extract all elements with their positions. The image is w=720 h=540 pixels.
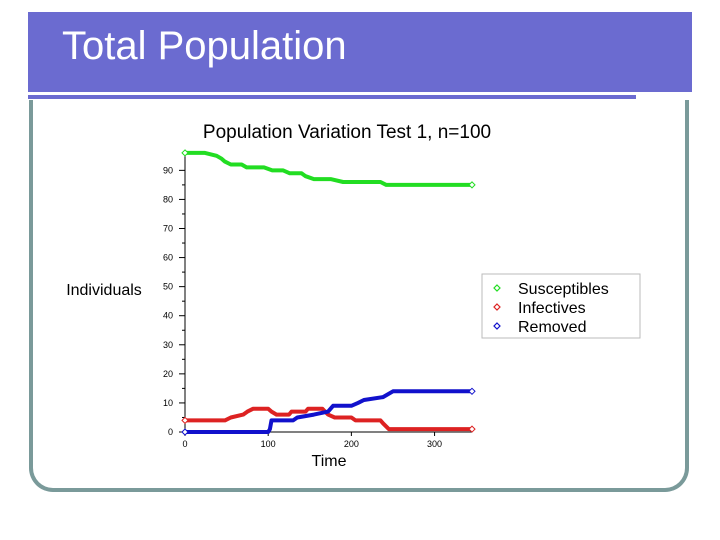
series-marker: [181, 416, 189, 425]
legend-label-infectives: Infectives: [518, 300, 586, 317]
y-tick-label: 10: [163, 398, 173, 408]
series-line-infectives: [183, 406, 474, 432]
x-tick-label: 200: [344, 439, 359, 449]
series-marker: [181, 428, 189, 436]
content-frame: [29, 100, 689, 492]
x-tick-label: 0: [182, 439, 187, 449]
legend-label-susceptibles: Susceptibles: [518, 281, 609, 298]
x-tick-label: 100: [261, 439, 276, 449]
legend-marker-susceptibles: [493, 284, 501, 292]
y-tick-label: 60: [163, 253, 173, 263]
y-tick-label: 90: [163, 165, 173, 175]
series-marker: [468, 181, 476, 189]
series-marker: [468, 425, 476, 433]
legend: Susceptibles Infectives Removed: [481, 273, 641, 339]
y-tick-label: 40: [163, 311, 173, 321]
y-tick-label: 70: [163, 223, 173, 233]
series-layer: [181, 149, 476, 436]
legend-label-removed: Removed: [518, 319, 586, 336]
series-line-removed: [183, 389, 474, 434]
legend-marker-removed: [493, 322, 501, 330]
title-bar: [28, 12, 692, 92]
series-marker: [468, 387, 476, 396]
legend-box: [481, 273, 641, 339]
series-marker: [181, 149, 189, 157]
x-axis-label: Time: [312, 453, 347, 470]
series-line-susceptibles: [183, 150, 474, 187]
y-tick-label: 50: [163, 282, 173, 292]
y-axis-label: Individuals: [66, 282, 142, 299]
slide-title: Total Population: [62, 24, 347, 68]
chart-title: Population Variation Test 1, n=100: [203, 122, 491, 143]
y-tick-label: 80: [163, 194, 173, 204]
y-tick-label: 30: [163, 340, 173, 350]
axes: 0 10 20 30 40 50 60 70 80 90 0 100 200 300: [163, 150, 472, 449]
y-tick-label: 20: [163, 369, 173, 379]
legend-marker-infectives: [493, 303, 501, 311]
x-tick-label: 300: [427, 439, 442, 449]
title-underline: [28, 95, 636, 99]
y-tick-label: 0: [168, 427, 173, 437]
